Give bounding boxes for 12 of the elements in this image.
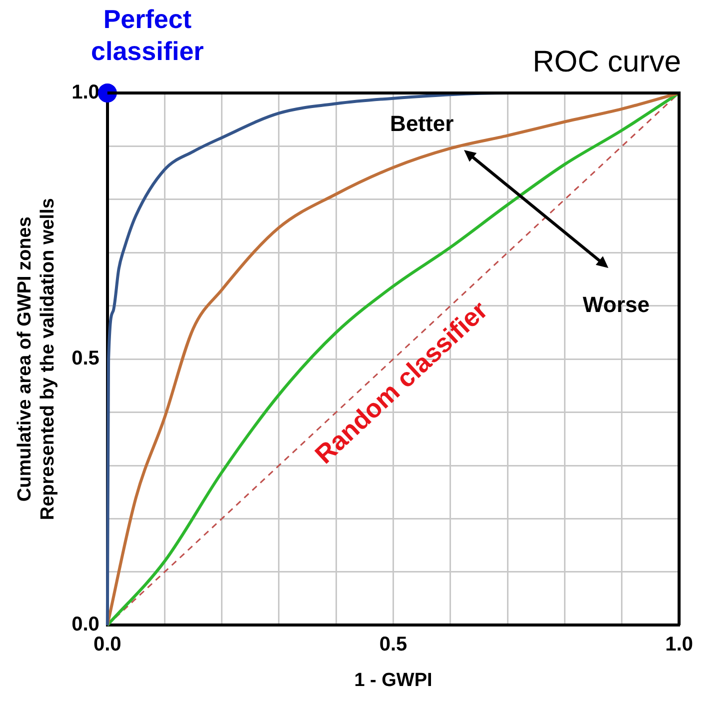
series-label: Perfect classifier [91, 4, 204, 66]
x-axis-title: 1 - GWPI [354, 670, 432, 691]
x-tick-label: 0.0 [93, 634, 122, 656]
annotation: Better [390, 110, 454, 136]
y-axis-title: Cumulative area of GWPI zones Represented by the validation wells [14, 198, 58, 520]
chart-title: ROC curve [532, 45, 681, 78]
x-tick-label: 1.0 [665, 634, 694, 656]
y-tick-label: 0.5 [72, 348, 100, 370]
y-tick-label: 1.0 [72, 82, 100, 104]
x-tick-label: 0.5 [379, 634, 408, 656]
annotation: Worse [582, 292, 650, 317]
y-tick-label: 0.0 [72, 614, 100, 636]
